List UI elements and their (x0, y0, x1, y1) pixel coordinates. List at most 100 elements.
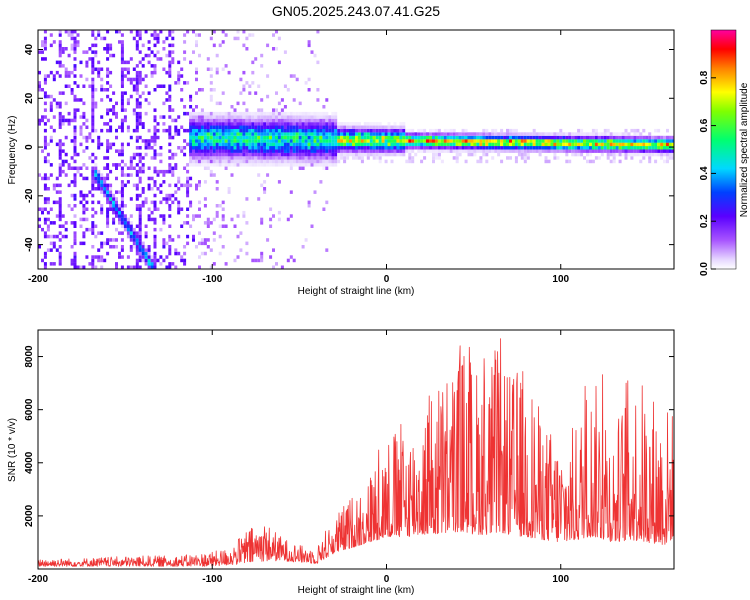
spectrogram-cell (180, 74, 184, 78)
spectrogram-cell (286, 139, 290, 143)
spectrogram-cell (491, 142, 495, 147)
spectrogram-cell (352, 139, 355, 143)
spectrogram-cell (200, 135, 204, 140)
spectrogram-cell (512, 146, 515, 150)
spectrogram-cell (138, 204, 142, 208)
spectrogram-cell (103, 47, 107, 51)
spectrogram-cell (280, 149, 284, 153)
spectrogram-cell (331, 115, 335, 119)
spectrogram-cell (514, 149, 518, 153)
spectrogram-cell (64, 67, 68, 71)
spectrogram-cell (458, 142, 462, 147)
spectrogram-cell (118, 30, 121, 34)
spectrogram-cell (633, 139, 637, 143)
spectrogram-cell (248, 33, 252, 37)
spectrogram-cell (221, 111, 225, 116)
spectrogram-cell (43, 122, 47, 126)
spectrogram-cell (295, 159, 299, 164)
spectrogram-cell (141, 169, 145, 174)
spectrogram-cell (192, 108, 195, 112)
spectrogram-cell (571, 139, 575, 143)
spectrogram-cell (476, 135, 480, 140)
spectrogram-cell (123, 221, 127, 225)
spectrogram-cell (260, 146, 264, 150)
spectrogram-cell (485, 142, 489, 147)
spectrogram-cell (43, 234, 47, 239)
spectrogram-cell (103, 156, 107, 160)
spectrogram-cell (467, 132, 471, 136)
spectrogram-cell (562, 139, 566, 143)
spectrogram-cell (257, 128, 261, 133)
spectrogram-cell (366, 132, 370, 136)
spectrogram-cell (343, 122, 347, 126)
spectrogram-cell (195, 111, 198, 116)
spectrogram-cell (254, 146, 258, 150)
spectrogram-cell (67, 70, 71, 75)
spectrogram-cell (120, 125, 124, 129)
spectrogram-cell (215, 180, 219, 184)
spectrogram-cell (118, 217, 121, 222)
spectrogram-cell (280, 142, 284, 147)
spectrogram-cell (186, 207, 190, 211)
spectrogram-cell (319, 111, 323, 116)
spectrogram-cell (135, 30, 139, 34)
spectrogram-cell (295, 115, 299, 119)
spectrogram-cell (242, 142, 246, 147)
spectrogram-cell (429, 142, 432, 147)
spectrogram-cell (266, 152, 270, 157)
spectrogram-cell (360, 128, 364, 133)
spectrogram-cell (248, 146, 252, 150)
spectrogram-cell (609, 135, 613, 140)
spectrogram-cell (280, 163, 284, 167)
spectrogram-cell (233, 36, 237, 41)
spectrogram-cell (476, 149, 480, 153)
spectrogram-cell (334, 156, 338, 160)
spectrogram-cell (43, 183, 47, 188)
spectrogram-cell (123, 118, 127, 123)
spectrogram-cell (313, 125, 317, 129)
spectrogram-cell (192, 30, 195, 34)
spectrogram-cell (642, 146, 646, 150)
spectrogram-cell (301, 156, 305, 160)
spectrogram-cell (280, 265, 284, 269)
spectrogram-cell (461, 128, 465, 133)
spectrogram-cell (393, 142, 397, 147)
spectrogram-cell (200, 125, 204, 129)
spectrogram-cell (58, 204, 62, 208)
spectrogram-cell (651, 146, 655, 150)
spectrogram-cell (497, 149, 501, 153)
spectrogram-cell (245, 142, 249, 147)
spectrogram-cell (192, 238, 195, 242)
spectrogram-cell (251, 163, 255, 167)
spectrogram-cell (606, 135, 610, 140)
spectrogram-cell (239, 142, 243, 147)
spectrogram-cell (334, 146, 338, 150)
spectrogram-cell (198, 142, 201, 147)
spectrogram-cell (88, 132, 92, 136)
spectrogram-cell (283, 152, 287, 157)
spectrogram-cell (408, 159, 412, 164)
spectrogram-cell (91, 81, 95, 85)
spectrogram-cell (153, 139, 157, 143)
spectrogram-cell (97, 67, 101, 71)
spectrogram-cell (239, 139, 243, 143)
spectrogram-cell (289, 115, 293, 119)
spectrogram-cell (118, 207, 121, 211)
spectrogram-cell (307, 88, 311, 92)
spectrogram-cell (129, 159, 133, 164)
spectrogram-cell (106, 149, 110, 153)
spectrogram-cell (162, 258, 166, 263)
spectrogram-cell (352, 128, 355, 133)
spectrogram-cell (153, 169, 157, 174)
spectrogram-cell (366, 128, 370, 133)
spectrogram-cell (189, 115, 193, 119)
spectrogram-cell (319, 152, 323, 157)
spectrogram-cell (200, 149, 204, 153)
spectrogram-cell (292, 135, 296, 140)
spectrogram-cell (153, 64, 157, 68)
spectrogram-cell (434, 142, 438, 147)
spectrogram-cell (343, 128, 347, 133)
spectrogram-cell (325, 132, 329, 136)
spectrogram-cell (73, 262, 77, 266)
spectrogram-cell (236, 255, 240, 259)
